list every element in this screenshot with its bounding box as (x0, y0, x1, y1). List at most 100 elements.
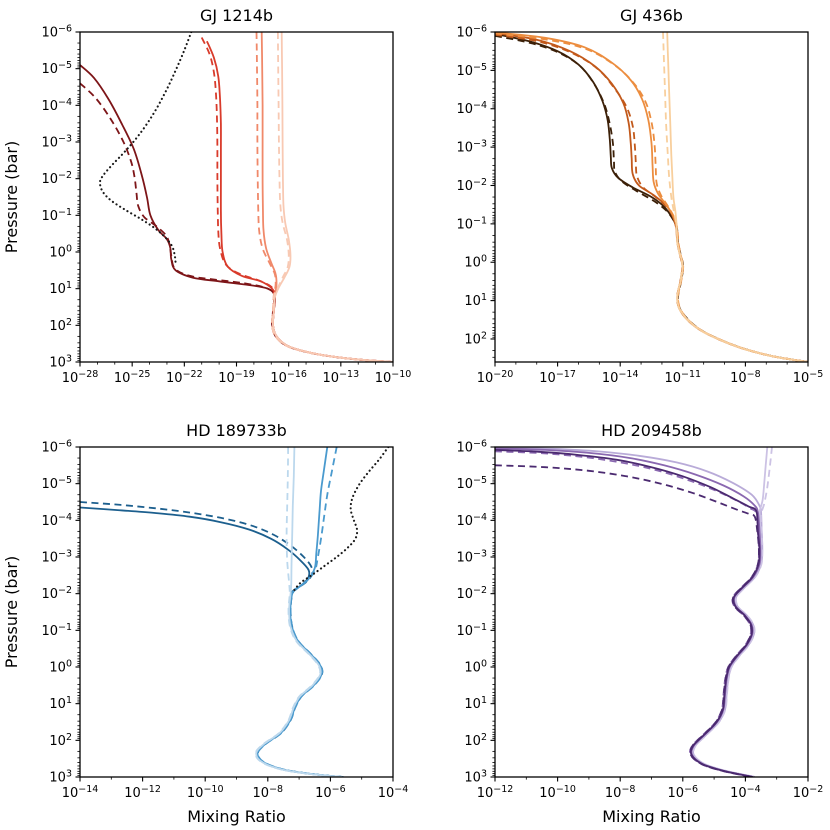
series-hd189733b-mediumblue-solid (256, 447, 344, 777)
tick-label: 10−4 (456, 512, 487, 529)
tick-label: 10−5 (41, 475, 72, 492)
tick-label: 100 (464, 659, 487, 676)
series-gj436b-darkbrown-solid (495, 33, 808, 362)
tick-label: 10−3 (456, 139, 487, 156)
tick-label: 10−5 (793, 369, 824, 386)
tick-label: 100 (464, 254, 487, 271)
tick-label: 10−6 (456, 24, 487, 41)
tick-label: 102 (464, 330, 487, 347)
tick-label: 10−6 (41, 439, 72, 456)
series-gj436b-darkorange-dashed (495, 33, 808, 362)
tick-label: 10−8 (253, 784, 284, 801)
tick-label: 10−10 (187, 784, 224, 801)
chart-hd-209458b: HD 209458b 10−12 10−10 10−8 10−6 10−4 10−2 10−6… (456, 421, 824, 826)
tick-label: 10−1 (456, 215, 487, 232)
series-gj1214b-salmon-dashed (255, 32, 393, 362)
tick-label: 10−20 (477, 369, 514, 386)
tick-label: 102 (464, 732, 487, 749)
tick-label: 10−6 (668, 784, 699, 801)
tick-label: 10−11 (664, 369, 701, 386)
series-hd189733b-mediumblue-dashed (256, 447, 344, 777)
chart-gj-436b: GJ 436b 10−20 10−17 10−14 10−11 10−8 10−5 10−6 1… (456, 6, 824, 386)
tick-label: 101 (464, 292, 487, 309)
tick-label: 10−14 (62, 784, 99, 801)
tick-label: 10−12 (124, 784, 161, 801)
panel-title: GJ 436b (620, 6, 683, 25)
tick-label: 10−4 (378, 784, 409, 801)
tick-label: 10−25 (114, 369, 151, 386)
tick-label: 10−2 (793, 784, 824, 801)
tick-label: 10−4 (41, 512, 72, 529)
tick-label: 101 (464, 695, 487, 712)
tick-label: 10−2 (41, 170, 72, 187)
panel-gj-1214b: GJ 1214b 10−28 10−25 10−22 10−19 10−16 10−13 10… (0, 0, 415, 415)
tick-label: 10−2 (41, 585, 72, 602)
panel-title: HD 189733b (186, 421, 287, 440)
series-group (495, 32, 808, 362)
panel-hd-189733b: HD 189733b 10−14 10−12 10−10 10−8 10−6 10−4 10−… (0, 415, 415, 830)
series-gj436b-darkbrown-dashed (495, 34, 808, 362)
panel-title: HD 209458b (601, 421, 702, 440)
series-group (80, 447, 390, 777)
tick-label: 10−4 (456, 100, 487, 117)
series-gj1214b-red-solid (206, 40, 393, 362)
series-group (80, 32, 393, 362)
series-hd209458b-mediumpurple-dashed (495, 450, 760, 777)
tick-label: 101 (49, 280, 72, 297)
tick-label: 100 (49, 244, 72, 261)
series-hd189733b-paleblue-solid (255, 447, 343, 777)
y-axis-label: Pressure (bar) (2, 556, 21, 668)
panel-hd-209458b: HD 209458b 10−12 10−10 10−8 10−6 10−4 10−2 10−6… (415, 415, 830, 830)
tick-label: 10−2 (456, 585, 487, 602)
tick-label: 10−3 (41, 549, 72, 566)
series-hd189733b-equilibrium-dotted (293, 447, 390, 592)
series-hd189733b-darkblue-solid (80, 506, 343, 777)
tick-label: 10−3 (456, 549, 487, 566)
series-group (495, 447, 773, 777)
tick-label: 10−13 (323, 369, 360, 386)
tick-label: 10−28 (62, 369, 99, 386)
x-axis-label: Mixing Ratio (187, 807, 286, 826)
tick-label: 10−1 (41, 622, 72, 639)
tick-label: 10−1 (456, 622, 487, 639)
series-gj1214b-equilibrium-dotted (98, 32, 193, 265)
tick-label: 10−5 (456, 475, 487, 492)
series-hd209458b-palelavender-dashed (692, 447, 773, 777)
axes-frame (494, 446, 809, 778)
tick-label: 10−14 (602, 369, 639, 386)
series-gj1214b-maroon-dashed (80, 82, 393, 362)
tick-label: 10−8 (730, 369, 761, 386)
series-gj1214b-pink-solid (272, 32, 393, 362)
tick-label: 10−19 (218, 369, 255, 386)
series-gj436b-cream-dashed (662, 32, 808, 362)
panel-title: GJ 1214b (200, 6, 273, 25)
tick-label: 10−12 (477, 784, 514, 801)
tick-label: 10−16 (270, 369, 307, 386)
series-gj1214b-red-dashed (200, 37, 393, 362)
axes-frame (79, 446, 394, 778)
tick-label: 10−1 (41, 207, 72, 224)
series-hd209458b-darkpurple-solid (495, 449, 761, 777)
tick-label: 10−6 (41, 24, 72, 41)
tick-label: 103 (49, 769, 72, 786)
tick-label: 102 (49, 317, 72, 334)
y-axis-label: Pressure (bar) (2, 141, 21, 253)
tick-label: 10−5 (41, 60, 72, 77)
tick-label: 10−8 (605, 784, 636, 801)
tick-label: 100 (49, 659, 72, 676)
chart-gj-1214b: GJ 1214b 10−28 10−25 10−22 10−19 10−16 10−13 10… (2, 6, 411, 386)
x-axis-label: Mixing Ratio (602, 807, 701, 826)
tick-label: 101 (49, 695, 72, 712)
tick-label: 103 (464, 769, 487, 786)
tick-label: 10−5 (456, 62, 487, 79)
tick-label: 103 (49, 354, 72, 371)
tick-label: 10−4 (41, 97, 72, 114)
tick-label: 10−6 (456, 439, 487, 456)
series-gj436b-cream-solid (666, 32, 808, 362)
series-hd189733b-paleblue-dashed (254, 447, 342, 777)
series-hd189733b-darkblue-dashed (80, 501, 344, 777)
tick-label: 10−4 (730, 784, 761, 801)
tick-label: 102 (49, 732, 72, 749)
tick-label: 10−2 (456, 177, 487, 194)
